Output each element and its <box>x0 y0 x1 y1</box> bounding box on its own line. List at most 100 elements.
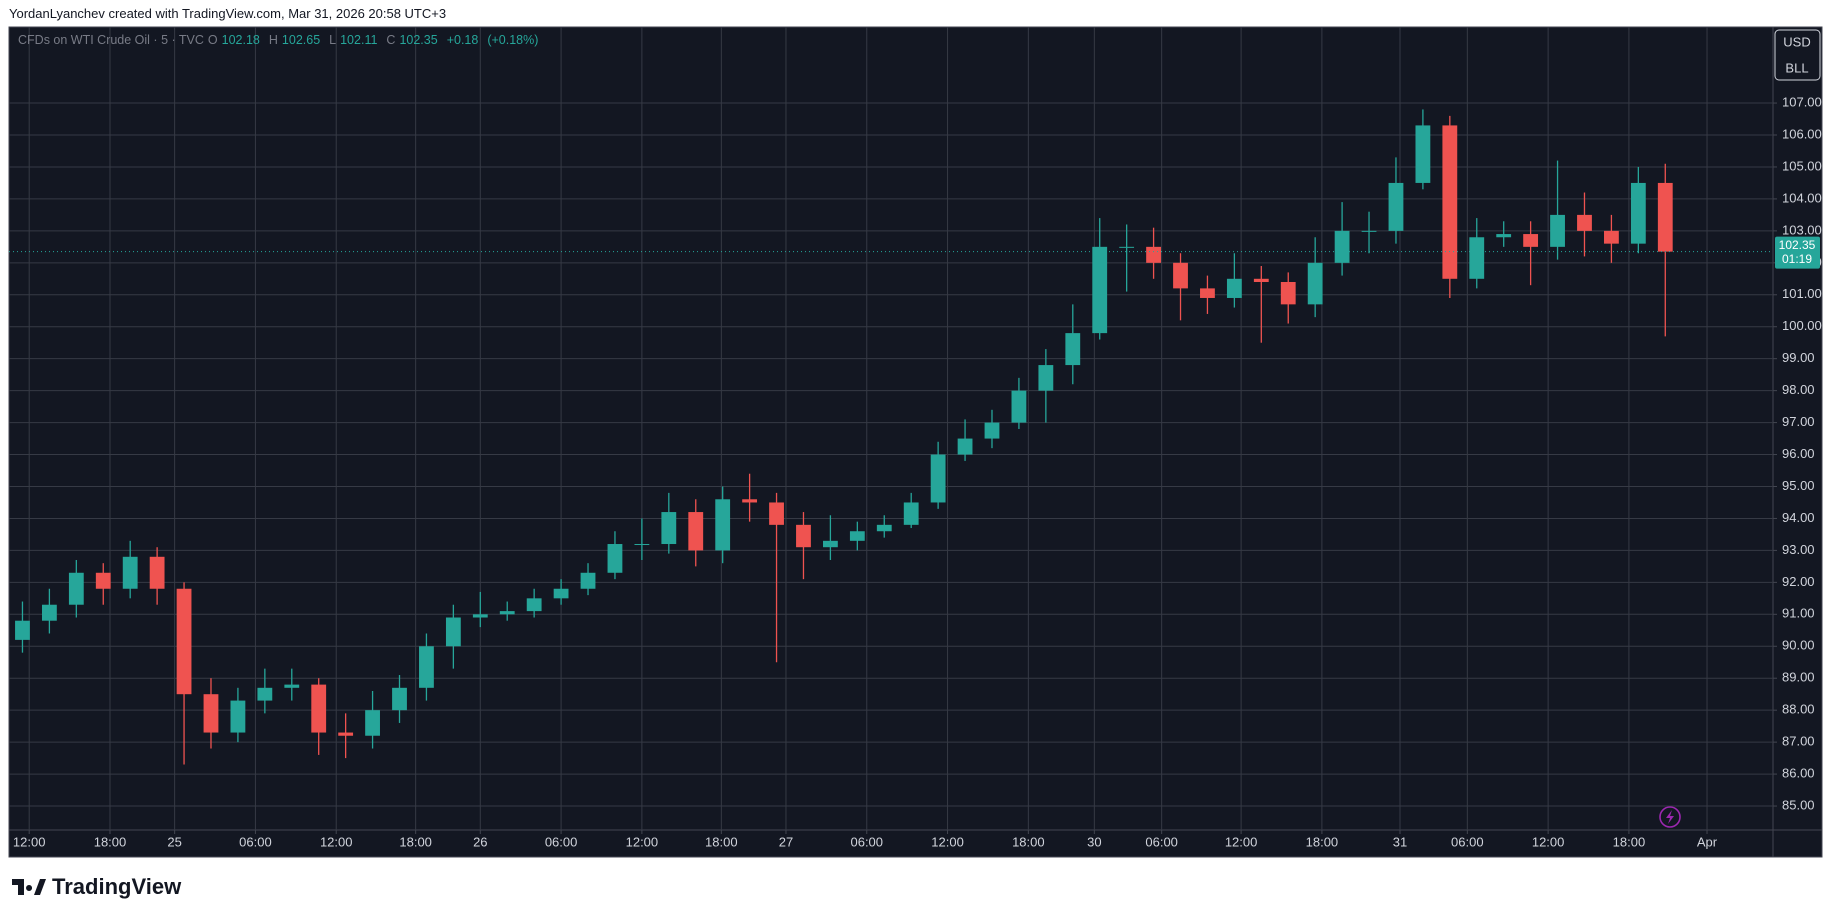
o-value: 102.18 <box>221 33 260 47</box>
x-tick-label: 30 <box>1087 834 1101 849</box>
candle-body <box>1657 182 1673 252</box>
alert-icon[interactable] <box>1659 806 1681 828</box>
y-tick-label: 99.00 <box>1782 350 1815 365</box>
x-tick-label: 06:00 <box>239 834 272 849</box>
y-tick-label: 97.00 <box>1782 414 1815 429</box>
x-tick-label: Apr <box>1697 834 1718 849</box>
y-tick-label: 107.00 <box>1782 94 1822 109</box>
x-tick-label: 12:00 <box>931 834 964 849</box>
y-tick-label: 87.00 <box>1782 734 1815 749</box>
candle-body <box>230 700 246 733</box>
candle-body <box>661 512 677 545</box>
candle-body <box>526 598 542 612</box>
candle-body <box>903 502 919 525</box>
y-tick-label: 98.00 <box>1782 382 1815 397</box>
candle-body <box>392 687 407 711</box>
candle-body <box>419 646 434 688</box>
x-tick-label: 12:00 <box>1225 834 1258 849</box>
l-value: 102.11 <box>340 33 378 47</box>
candle-body <box>1577 214 1592 231</box>
y-tick-label: 90.00 <box>1782 638 1815 653</box>
candle-body <box>95 572 111 589</box>
candle-body <box>1226 278 1242 298</box>
y-tick-label: 89.00 <box>1782 670 1815 685</box>
candle-body <box>1550 214 1565 247</box>
candle-body <box>849 531 865 541</box>
candle-body <box>1065 333 1081 366</box>
candle-body <box>149 556 165 589</box>
candle-body <box>1253 278 1269 282</box>
x-tick-label: 12:00 <box>13 834 46 849</box>
chart-frame <box>8 26 1823 858</box>
y-tick-label: 104.00 <box>1782 190 1822 205</box>
brand[interactable]: TradingView <box>12 874 181 900</box>
y-tick-label: 92.00 <box>1782 574 1815 589</box>
candle-body <box>1307 262 1323 305</box>
candle-body <box>1200 288 1215 298</box>
y-tick-label: 103.00 <box>1782 222 1822 237</box>
candle-body <box>338 732 354 736</box>
change-pct: (+0.18%) <box>487 33 539 47</box>
x-tick-label: 31 <box>1393 834 1407 849</box>
candle-body <box>122 556 138 589</box>
x-tick-label: 27 <box>779 834 793 849</box>
candle-body <box>472 614 488 618</box>
candle-body <box>1038 365 1054 391</box>
candle-body <box>580 572 596 589</box>
candle-body <box>553 588 569 599</box>
x-tick-label: 12:00 <box>320 834 353 849</box>
candle-body <box>1280 281 1296 305</box>
y-tick-label: 91.00 <box>1782 606 1815 621</box>
candle-body <box>41 604 57 621</box>
x-tick-label: 18:00 <box>1012 834 1045 849</box>
y-tick-label: 85.00 <box>1782 797 1815 812</box>
candle-body <box>1146 246 1161 263</box>
y-tick-label: 106.00 <box>1782 126 1822 141</box>
y-tick-label: 94.00 <box>1782 510 1815 525</box>
candle-body <box>203 694 219 733</box>
y-tick-label: 96.00 <box>1782 446 1815 461</box>
x-tick-label: 06:00 <box>1451 834 1484 849</box>
candle-body <box>1388 182 1404 231</box>
candle-body <box>984 422 1000 439</box>
y-tick-label: 100.00 <box>1782 318 1822 333</box>
candle-body <box>1523 234 1539 247</box>
last-price-box <box>1775 236 1820 269</box>
symbol: CFDs on WTI Crude Oil · 5 · TVC <box>18 33 204 47</box>
candle-body <box>15 620 30 640</box>
c-label: C <box>386 33 396 47</box>
candle-body <box>68 572 84 605</box>
candle-body <box>1334 230 1350 263</box>
brand-logo <box>12 879 46 895</box>
y-tick-label: 101.00 <box>1782 286 1822 301</box>
x-tick-label: 18:00 <box>705 834 738 849</box>
brand-name: TradingView <box>52 874 182 899</box>
candle-body <box>930 454 946 503</box>
x-tick-label: 25 <box>167 834 181 849</box>
x-tick-label: 06:00 <box>545 834 578 849</box>
grid <box>9 27 1773 830</box>
candle-body <box>445 617 461 647</box>
x-tick-label: 06:00 <box>1145 834 1178 849</box>
candle-body <box>1415 125 1431 183</box>
header: YordanLyanchev created with TradingView.… <box>9 6 447 21</box>
candle-body <box>822 540 838 548</box>
candle-body <box>1442 125 1458 279</box>
currency-box[interactable] <box>1774 29 1821 81</box>
candle-body <box>499 611 515 615</box>
y-tick-label: 95.00 <box>1782 478 1815 493</box>
candles <box>15 109 1673 765</box>
candle-body <box>1011 390 1027 423</box>
candle-body <box>1604 230 1619 244</box>
y-tick-label: 88.00 <box>1782 702 1815 717</box>
candle-body <box>957 438 973 455</box>
h-label: H <box>268 33 278 47</box>
candle-body <box>1119 246 1135 248</box>
c-value: 102.35 <box>399 33 438 47</box>
x-tick-label: 18:00 <box>399 834 432 849</box>
x-tick-label: 18:00 <box>1613 834 1646 849</box>
unit: BLL <box>1785 60 1808 75</box>
x-tick-label: 12:00 <box>626 834 659 849</box>
